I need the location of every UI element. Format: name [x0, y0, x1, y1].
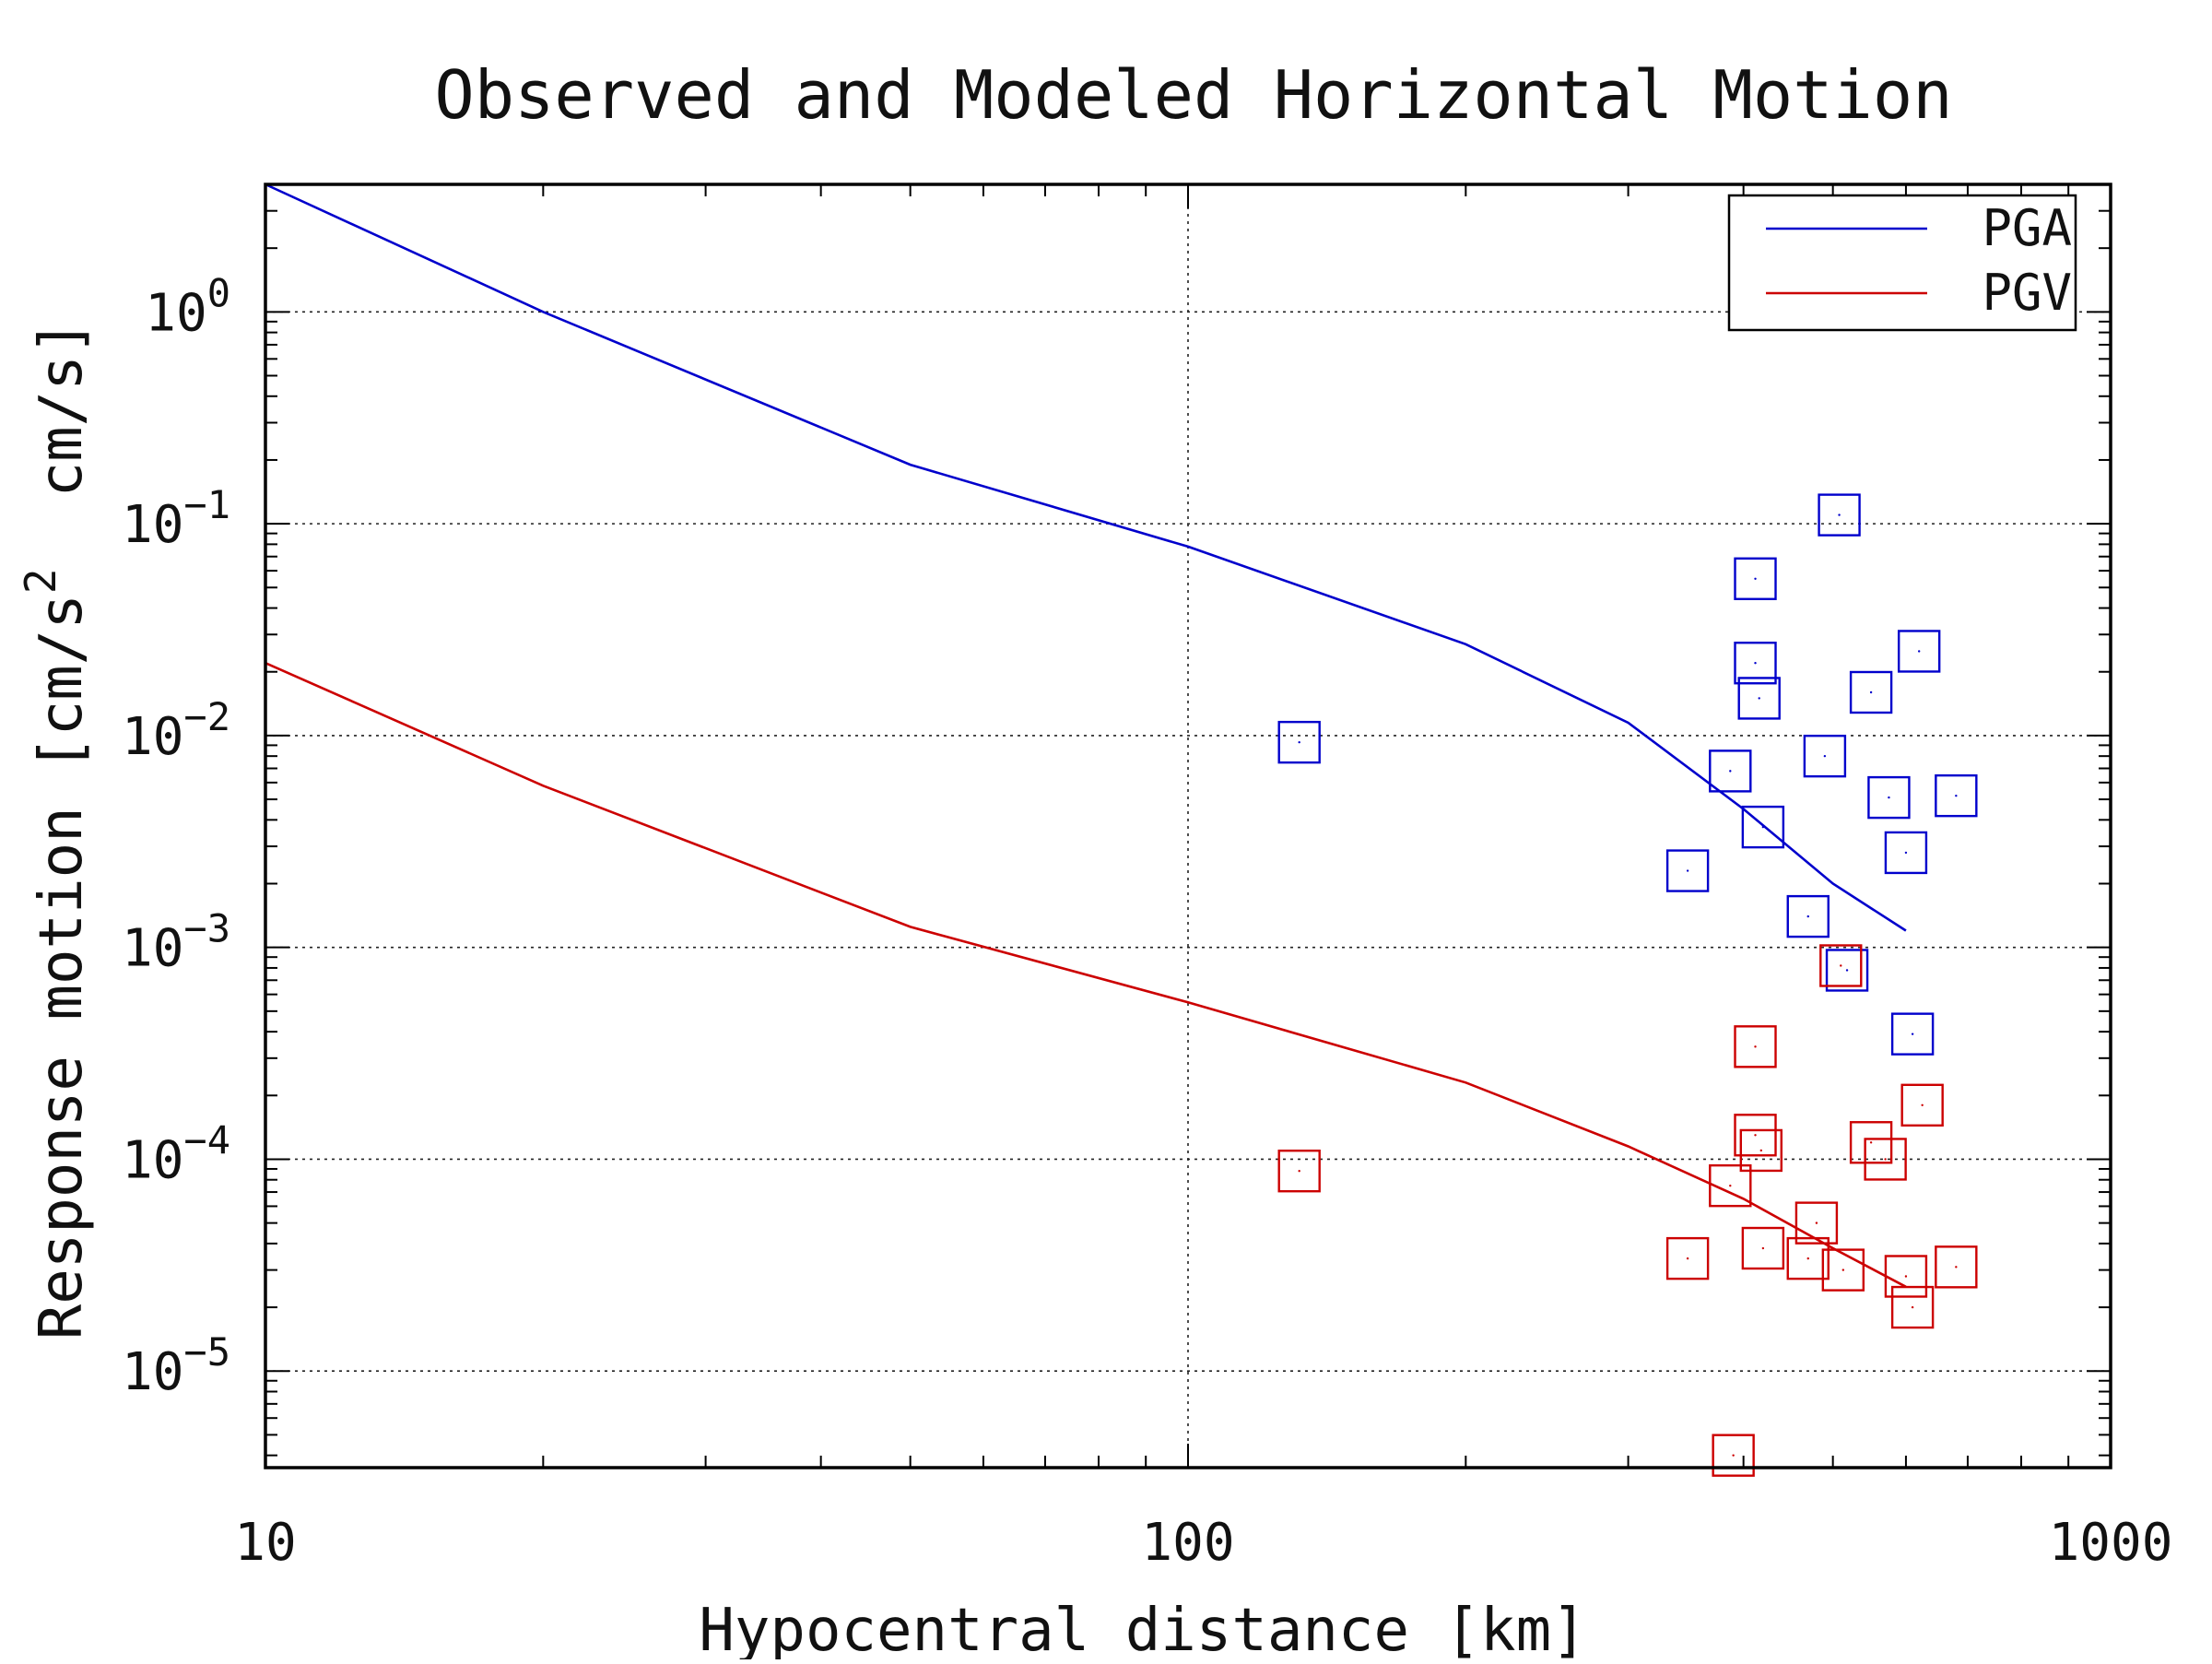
data-point-center: [1904, 851, 1908, 855]
legend: PGA PGV: [1727, 194, 2077, 332]
data-point-square: [1665, 849, 1710, 892]
data-point-square: [1786, 1236, 1830, 1280]
chart-title: Observed and Modeled Horizontal Motion: [434, 56, 1952, 134]
data-point-center: [1845, 969, 1849, 972]
data-point-square: [1665, 1236, 1710, 1280]
data-point-square: [1849, 670, 1893, 714]
data-markers: [1277, 493, 1978, 1477]
series-lines: [265, 183, 1907, 1288]
data-point-square: [1897, 630, 1941, 673]
data-point-square: [1884, 1255, 1928, 1298]
data-point-square: [1737, 677, 1781, 720]
data-point-square: [1709, 749, 1752, 793]
data-point-center: [1869, 690, 1873, 694]
data-point-square: [1803, 734, 1847, 778]
data-point-center: [1955, 1266, 1958, 1269]
y-axis-label: Response motion [cm/s2 cm/s]: [16, 320, 96, 1340]
y-tick-label: 10−4: [122, 1117, 230, 1190]
y-tick-label: 10−1: [122, 482, 230, 555]
data-point-square: [1825, 949, 1869, 992]
data-point-center: [1921, 1103, 1924, 1107]
data-point-center: [1823, 754, 1827, 758]
data-point-square: [1935, 773, 1978, 818]
data-point-square: [1821, 1248, 1865, 1292]
x-tick-label: 100: [1141, 1513, 1234, 1573]
data-point-center: [1869, 1141, 1873, 1144]
data-point-square: [1712, 1434, 1755, 1477]
data-point-square: [1734, 557, 1777, 600]
data-point-square: [1734, 642, 1777, 685]
plot-frame: [264, 183, 2112, 1469]
data-point-center: [1841, 1269, 1845, 1271]
data-point-center: [1686, 869, 1689, 872]
data-point-center: [1754, 1134, 1757, 1137]
data-point-square: [1867, 775, 1911, 820]
data-point-square: [1819, 944, 1863, 987]
series-line-pgv: [265, 662, 1907, 1288]
y-tick-label: 100: [145, 270, 230, 343]
data-point-square: [1786, 894, 1830, 938]
data-point-center: [1686, 1257, 1689, 1260]
data-point-center: [1732, 1454, 1735, 1457]
legend-box: [1727, 194, 2077, 332]
data-point-center: [1911, 1033, 1914, 1035]
data-point-square: [1818, 493, 1861, 537]
data-point-center: [1911, 1305, 1914, 1309]
data-point-square: [1794, 1201, 1839, 1245]
x-tick-label: 10: [234, 1513, 296, 1573]
data-point-center: [1917, 650, 1921, 653]
data-point-square: [1900, 1083, 1944, 1127]
data-point-center: [1761, 825, 1765, 829]
data-point-center: [1758, 697, 1760, 700]
data-point-square: [1935, 1245, 1978, 1289]
x-tick-label: 1000: [2049, 1513, 2173, 1573]
x-axis-label: Hypocentral distance [km]: [699, 1597, 1586, 1659]
legend-label: PGV: [1982, 264, 2072, 322]
data-point-center: [1298, 1170, 1300, 1173]
data-point-center: [1806, 915, 1809, 918]
legend-label: PGA: [1982, 199, 2072, 257]
tick-marks: [265, 183, 2111, 1468]
data-point-square: [1739, 1128, 1783, 1173]
data-point-square: [1734, 1114, 1777, 1157]
data-point-square: [1741, 805, 1785, 849]
y-tick-label: 10−2: [122, 694, 230, 767]
data-point-square: [1884, 831, 1928, 875]
series-line-pga: [265, 183, 1907, 932]
data-point-center: [1840, 964, 1842, 967]
data-point-center: [1754, 577, 1757, 580]
data-point-center: [1759, 1149, 1762, 1152]
data-point-center: [1729, 770, 1732, 773]
data-point-square: [1890, 1285, 1935, 1329]
data-point-center: [1815, 1221, 1818, 1224]
data-point-center: [1884, 1158, 1887, 1161]
y-tick-label: 10−5: [122, 1329, 230, 1402]
data-point-square: [1734, 1025, 1777, 1068]
tick-labels: 10 100 1000 100 10−1 10−2 10−3 10−4 10−5: [122, 270, 2172, 1573]
data-point-center: [1754, 662, 1757, 665]
data-point-center: [1298, 740, 1300, 744]
data-point-square: [1864, 1138, 1907, 1181]
y-tick-label: 10−3: [122, 906, 230, 979]
data-point-center: [1729, 1184, 1732, 1187]
data-point-square: [1277, 720, 1321, 764]
grid: [265, 184, 2111, 1468]
data-point-center: [1754, 1045, 1757, 1048]
data-point-center: [1806, 1257, 1809, 1260]
data-point-square: [1741, 1226, 1785, 1270]
data-point-center: [1838, 513, 1841, 516]
data-point-square: [1890, 1012, 1935, 1056]
data-point-center: [1761, 1246, 1765, 1250]
data-point-center: [1955, 794, 1958, 797]
data-point-square: [1277, 1150, 1321, 1193]
data-point-square: [1709, 1163, 1752, 1208]
data-point-square: [1849, 1121, 1893, 1164]
data-point-center: [1888, 796, 1890, 799]
data-point-center: [1904, 1275, 1908, 1278]
